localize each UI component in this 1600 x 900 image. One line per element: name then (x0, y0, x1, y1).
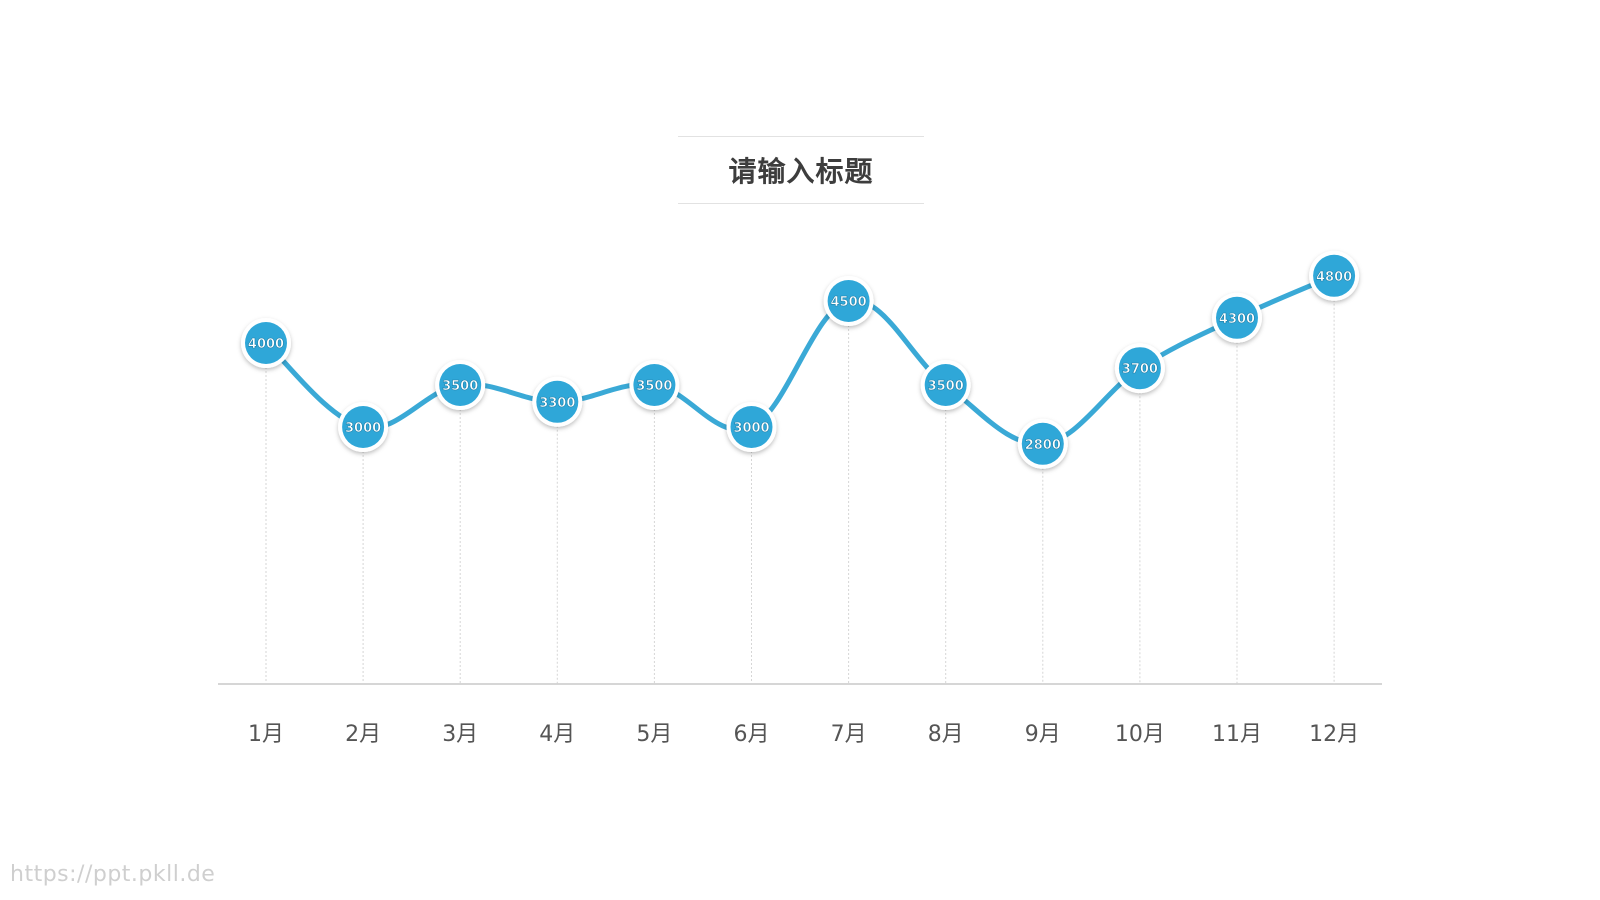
data-label: 4800 (1316, 270, 1352, 285)
data-point-1: 4000 (241, 318, 291, 368)
watermark: https://ppt.pkll.de (10, 862, 216, 887)
data-label: 3000 (345, 421, 381, 436)
data-point-5: 3500 (629, 360, 680, 410)
data-point-12: 4800 (1309, 250, 1360, 301)
x-tick-label: 2月 (345, 722, 381, 747)
data-label: 3300 (539, 396, 575, 411)
data-point-10: 3700 (1114, 343, 1165, 394)
data-point-8: 3500 (920, 360, 971, 410)
data-point-11: 4300 (1212, 292, 1262, 343)
chart-title-box: 请输入标题 (678, 136, 924, 204)
data-point-3: 3500 (435, 360, 486, 410)
data-point-2: 3000 (338, 402, 389, 452)
marker-dot (730, 406, 773, 448)
data-label: 3500 (442, 379, 478, 394)
data-point-4: 3300 (532, 376, 583, 427)
marker-dot (1216, 296, 1258, 339)
x-tick-label: 6月 (734, 722, 770, 747)
data-label: 2800 (1025, 438, 1061, 453)
data-label: 3000 (733, 421, 769, 436)
data-label: 4300 (1219, 312, 1255, 327)
chart-title: 请输入标题 (728, 155, 874, 188)
guide-lines (265, 275, 1335, 684)
data-label: 4500 (831, 295, 867, 310)
marker-dot (1313, 254, 1356, 297)
x-tick-label: 4月 (539, 722, 575, 747)
x-tick-label: 1月 (248, 722, 284, 747)
marker-dot (536, 380, 579, 423)
marker-dot (924, 364, 967, 406)
data-label: 3500 (636, 379, 672, 394)
marker-dot (439, 364, 482, 406)
x-tick-label: 7月 (831, 722, 867, 747)
marker-dot (342, 406, 385, 448)
marker-dot (633, 364, 676, 406)
x-tick-label: 5月 (636, 722, 672, 747)
marker-dot (1021, 422, 1064, 465)
x-tick-label: 9月 (1025, 722, 1061, 747)
data-markers: 4000 3000 3500 3300 3500 3000 4500 3500 2800 3700… (241, 250, 1360, 469)
x-tick-label: 12月 (1309, 722, 1359, 747)
x-tick-label: 3月 (442, 722, 478, 747)
data-point-7: 4500 (823, 276, 874, 326)
x-tick-label: 8月 (928, 722, 964, 747)
data-point-9: 2800 (1017, 418, 1068, 469)
data-label: 3700 (1122, 362, 1158, 377)
marker-dot (827, 280, 870, 322)
series-line (263, 273, 1337, 447)
x-tick-label: 11月 (1212, 722, 1262, 747)
marker-dot (245, 322, 287, 364)
data-label: 3500 (928, 379, 964, 394)
x-tick-label: 10月 (1115, 722, 1165, 747)
x-tick-labels: 1月 2月 3月 4月 5月 6月 7月 8月 9月 10月 11月 12月 (248, 722, 1359, 747)
marker-dot (1118, 347, 1161, 390)
data-label: 4000 (248, 337, 284, 352)
data-point-6: 3000 (726, 402, 777, 452)
